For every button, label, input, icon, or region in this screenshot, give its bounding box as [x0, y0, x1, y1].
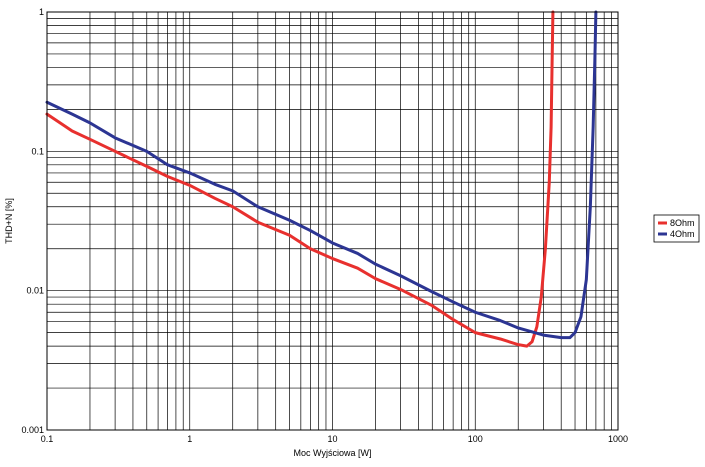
- plot-frame: [46, 11, 619, 431]
- y-tick-label: 0.001: [21, 425, 44, 435]
- x-tick-label: 1: [187, 434, 192, 444]
- series-line-8ohm: [45, 10, 555, 348]
- legend-label-8ohm: 8Ohm: [670, 218, 695, 228]
- x-tick-label: 100: [468, 434, 483, 444]
- legend-box: [653, 214, 700, 243]
- series-line-4ohm: [45, 10, 598, 340]
- ticks: 0.1 1 10 100 1000 0.001 0.01 0.1 1: [21, 7, 628, 444]
- legend-label-4ohm: 4Ohm: [670, 229, 695, 239]
- y-axis-label: THD+N [%]: [4, 198, 14, 244]
- y-tick-label: 1: [39, 7, 44, 17]
- x-axis-label: Moc Wyjściowa [W]: [294, 448, 372, 458]
- x-tick-label: 10: [327, 434, 337, 444]
- series-layer: [45, 10, 598, 348]
- grid: [47, 12, 618, 430]
- x-tick-label: 1000: [608, 434, 628, 444]
- y-tick-label: 0.01: [26, 286, 44, 296]
- x-tick-label: 0.1: [41, 434, 54, 444]
- y-tick-label: 0.1: [31, 146, 44, 156]
